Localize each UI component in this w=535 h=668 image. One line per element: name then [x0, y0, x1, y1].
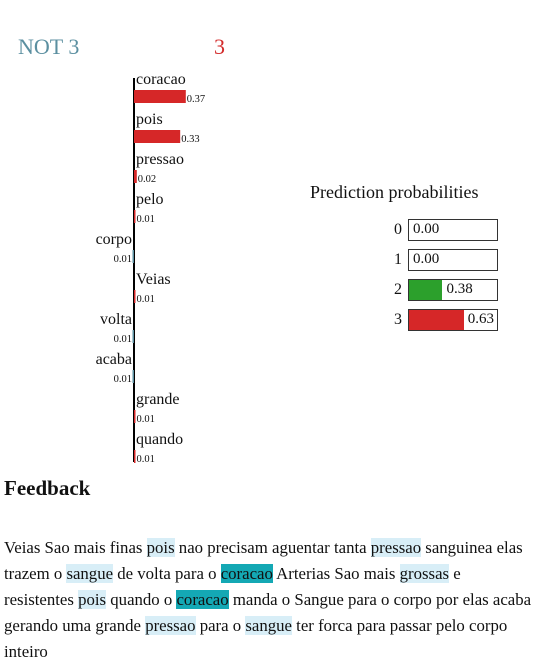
probability-class-label: 1 — [394, 251, 402, 268]
text-segment: para o — [195, 616, 246, 635]
chart-category-label: acaba — [96, 351, 132, 368]
chart-bar — [134, 210, 136, 223]
chart-category-label: pressao — [136, 151, 184, 168]
text-segment: manda o Sangue para o corpo por elas aca… — [4, 590, 532, 635]
probability-class-label: 2 — [394, 281, 402, 298]
text-segment: quando o — [106, 590, 177, 609]
chart-category-label: pois — [136, 111, 163, 128]
chart-bar — [132, 250, 134, 263]
chart-category-label: quando — [136, 431, 183, 448]
probability-class-label: 0 — [394, 221, 402, 238]
chart-category-label: coracao — [136, 71, 186, 88]
highlighted-word: coracao — [176, 590, 229, 609]
highlighted-word: sangue — [66, 564, 114, 583]
probability-bar: 0.63 — [408, 309, 498, 331]
feedback-text: Veias Sao mais finas pois nao precisam a… — [4, 535, 532, 665]
chart-category-label: grande — [136, 391, 180, 408]
probability-class-label: 3 — [394, 311, 402, 328]
chart-category-label: corpo — [96, 231, 132, 248]
text-segment: Arterias Sao mais — [272, 564, 400, 583]
chart-category-label: Veias — [136, 271, 171, 288]
probability-row: 3 0.63 — [388, 309, 508, 333]
chart-value-label: 0.01 — [137, 214, 155, 225]
chart-bar — [132, 370, 134, 383]
probability-value: 0.38 — [446, 281, 473, 297]
chart-value-label: 0.33 — [181, 134, 199, 145]
chart-value-label: 0.02 — [138, 174, 156, 185]
highlighted-word: pressao — [370, 538, 422, 557]
feedback-heading: Feedback — [4, 476, 91, 500]
probability-value: 0.63 — [467, 311, 494, 327]
chart-value-label: 0.37 — [187, 94, 205, 105]
probability-bar: 0.00 — [408, 219, 498, 241]
chart-bar — [134, 130, 181, 143]
chart-value-label: 0.01 — [114, 374, 132, 385]
chart-bar — [132, 330, 134, 343]
highlighted-word: grossas — [399, 564, 450, 583]
chart-category-label: pelo — [136, 191, 164, 208]
probability-value: 0.00 — [413, 221, 440, 237]
highlighted-word: coracao — [220, 564, 273, 583]
negative-class-label: NOT 3 — [18, 34, 80, 59]
probability-bar: 0.38 — [408, 279, 498, 301]
chart-bar — [134, 290, 136, 303]
text-segment: e resistentes — [4, 564, 461, 609]
probability-row: 2 0.38 — [388, 279, 508, 303]
text-segment: sanguinea elas trazem o — [4, 538, 523, 583]
highlighted-word: pressao — [145, 616, 196, 635]
prediction-probabilities-title: Prediction probabilities — [310, 182, 479, 202]
chart-value-label: 0.01 — [137, 454, 155, 465]
probability-fill — [409, 280, 443, 300]
probability-value: 0.00 — [413, 251, 440, 267]
text-segment: Veias Sao mais finas — [4, 538, 147, 557]
chart-value-label: 0.01 — [137, 414, 155, 425]
probability-row: 1 0.00 — [388, 249, 508, 273]
text-segment: de volta para o — [113, 564, 221, 583]
chart-value-label: 0.01 — [137, 294, 155, 305]
chart-bar — [134, 410, 136, 423]
text-segment: ter forca para passar pelo corpo inteiro — [4, 616, 508, 661]
highlighted-word: sangue — [245, 616, 292, 635]
chart-bar — [134, 90, 186, 103]
chart-value-label: 0.01 — [114, 334, 132, 345]
text-segment: nao precisam aguentar tanta — [174, 538, 371, 557]
chart-value-label: 0.01 — [114, 254, 132, 265]
chart-category-label: volta — [100, 311, 132, 328]
chart-bar — [134, 450, 136, 463]
probability-row: 0 0.00 — [388, 219, 508, 243]
probability-bar: 0.00 — [408, 249, 498, 271]
highlighted-word: pois — [78, 590, 107, 609]
positive-class-label: 3 — [214, 34, 225, 59]
highlighted-word: pois — [146, 538, 175, 557]
chart-bar — [134, 170, 137, 183]
probability-fill — [409, 310, 465, 330]
